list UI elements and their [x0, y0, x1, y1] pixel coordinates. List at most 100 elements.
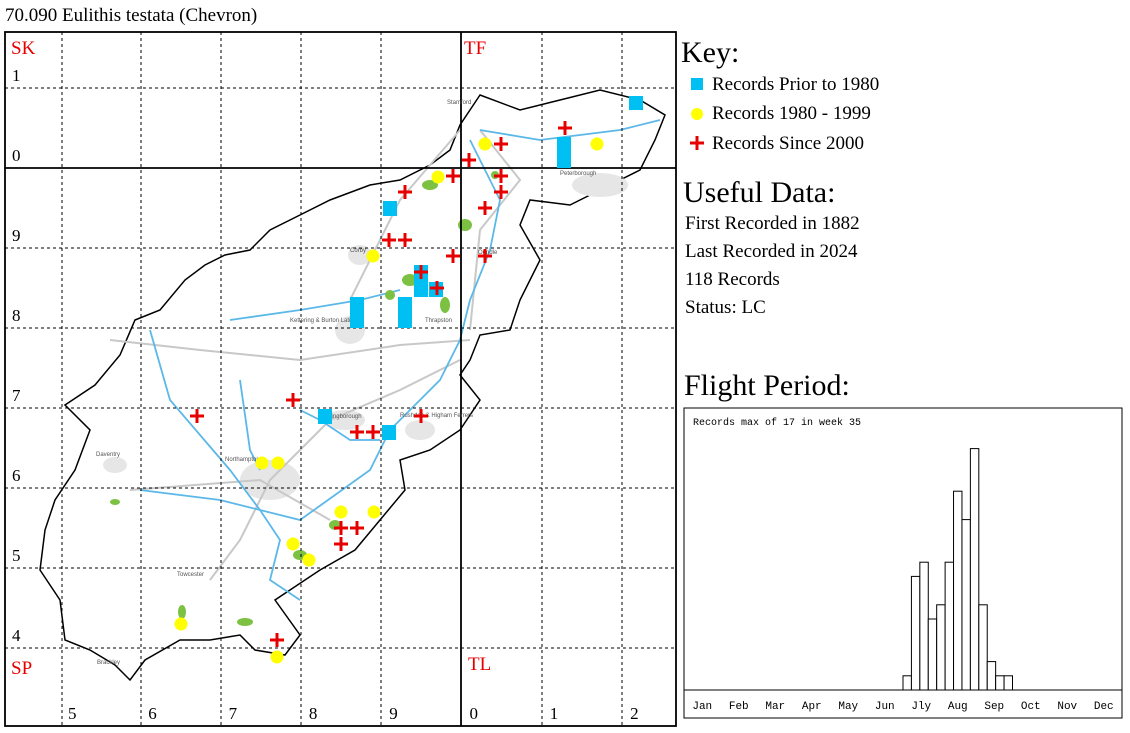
record-prior-1980	[383, 201, 397, 216]
week-bar	[969, 448, 980, 691]
record-1980-1999	[270, 650, 284, 664]
easting-label: 5	[68, 704, 77, 723]
rivers	[139, 119, 661, 601]
week-bar	[944, 561, 955, 691]
record-1980-1999	[174, 617, 188, 631]
northing-label: 0	[12, 146, 21, 165]
record-prior-1980	[350, 297, 364, 328]
place-label: Oundle	[478, 250, 498, 256]
place-label: Daventry	[96, 452, 120, 458]
month-label: May	[838, 701, 858, 713]
key-item: Records Prior to 1980	[712, 74, 879, 95]
record-1980-1999	[478, 137, 492, 151]
easting-label: 1	[550, 704, 559, 723]
record-1980-1999	[271, 456, 285, 470]
record-since-2000	[398, 233, 412, 247]
month-label: Sep	[984, 701, 1004, 713]
month-label: Jan	[692, 701, 712, 713]
month-label: Aug	[948, 701, 968, 713]
page-title: 70.090 Eulithis testata (Chevron)	[5, 5, 257, 26]
record-since-2000	[414, 265, 428, 279]
useful-data: Useful Data: First Recorded in 1882 Last…	[683, 176, 860, 318]
flight-note: Records max of 17 in week 35	[693, 417, 861, 429]
record-since-2000	[382, 233, 396, 247]
record-since-2000	[270, 633, 284, 647]
record-since-2000	[190, 409, 204, 423]
record-1980-1999	[286, 537, 300, 551]
place-label: Stamford	[447, 100, 471, 106]
northing-label: 4	[12, 626, 21, 645]
key-symbol	[691, 108, 703, 120]
month-label: Oct	[1021, 701, 1041, 713]
week-bar	[936, 604, 946, 691]
towns	[103, 173, 628, 500]
record-1980-1999	[431, 170, 445, 184]
month-label: Nov	[1057, 701, 1077, 713]
flight-title: Flight Period:	[684, 369, 850, 402]
record-since-2000	[286, 393, 300, 407]
record-since-2000	[398, 185, 412, 199]
record-since-2000	[462, 153, 476, 167]
month-label: Jun	[875, 701, 895, 713]
easting-label: 2	[630, 704, 639, 723]
month-label: Jly	[911, 701, 931, 713]
place-label: Wellingborough	[320, 414, 362, 420]
key: Key: Records Prior to 1980 Records 1980 …	[681, 36, 879, 154]
useful-data-line: Status: LC	[685, 297, 766, 318]
easting-label: 9	[389, 704, 398, 723]
record-1980-1999	[590, 137, 604, 151]
record-since-2000	[350, 425, 364, 439]
place-label: Thrapston	[425, 318, 452, 324]
useful-data-line: First Recorded in 1882	[685, 213, 860, 234]
week-bar	[978, 604, 988, 691]
place-label: Rushden & Higham Ferrers	[400, 413, 473, 419]
month-label: Mar	[765, 701, 785, 713]
record-1980-1999	[366, 249, 380, 263]
easting-label: 7	[229, 704, 238, 723]
record-since-2000	[494, 185, 508, 199]
record-since-2000	[414, 409, 428, 423]
key-title: Key:	[681, 36, 739, 69]
key-item: Records 1980 - 1999	[712, 103, 871, 124]
key-symbol	[690, 136, 704, 150]
place-label: Northampton	[225, 457, 260, 463]
key-item: Records Since 2000	[712, 133, 864, 154]
place-label: Brackley	[97, 660, 120, 666]
record-since-2000	[446, 249, 460, 263]
record-1980-1999	[367, 505, 381, 519]
northing-label: 8	[12, 306, 21, 325]
month-label: Dec	[1094, 701, 1114, 713]
place-labels: Stamford Peterborough Corby Oundle Kette…	[96, 100, 596, 666]
useful-data-line: Last Recorded in 2024	[685, 241, 858, 262]
record-1980-1999	[334, 505, 348, 519]
record-since-2000	[494, 169, 508, 183]
roads	[109, 129, 522, 581]
records	[174, 96, 643, 664]
record-1980-1999	[302, 553, 316, 567]
northing-label: 1	[12, 66, 21, 85]
key-symbol	[691, 78, 703, 90]
place-label: Corby	[350, 248, 366, 254]
week-bar	[927, 618, 938, 691]
record-since-2000	[478, 201, 492, 215]
useful-data-title: Useful Data:	[683, 176, 835, 209]
week-bar	[910, 575, 921, 691]
northing-label: 6	[12, 466, 21, 485]
northing-label: 5	[12, 546, 21, 565]
month-label: Feb	[729, 701, 749, 713]
record-since-2000	[478, 249, 492, 263]
place-label: Peterborough	[560, 171, 596, 177]
easting-label: 6	[148, 704, 157, 723]
record-since-2000	[334, 521, 348, 535]
flight-frame	[683, 407, 1123, 719]
record-prior-1980	[557, 137, 571, 168]
week-bar	[902, 675, 912, 691]
record-prior-1980	[318, 409, 332, 424]
week-bar	[995, 675, 1005, 691]
week-bar	[961, 519, 971, 691]
record-since-2000	[446, 169, 460, 183]
record-prior-1980	[398, 297, 412, 328]
month-label: Apr	[802, 701, 822, 713]
